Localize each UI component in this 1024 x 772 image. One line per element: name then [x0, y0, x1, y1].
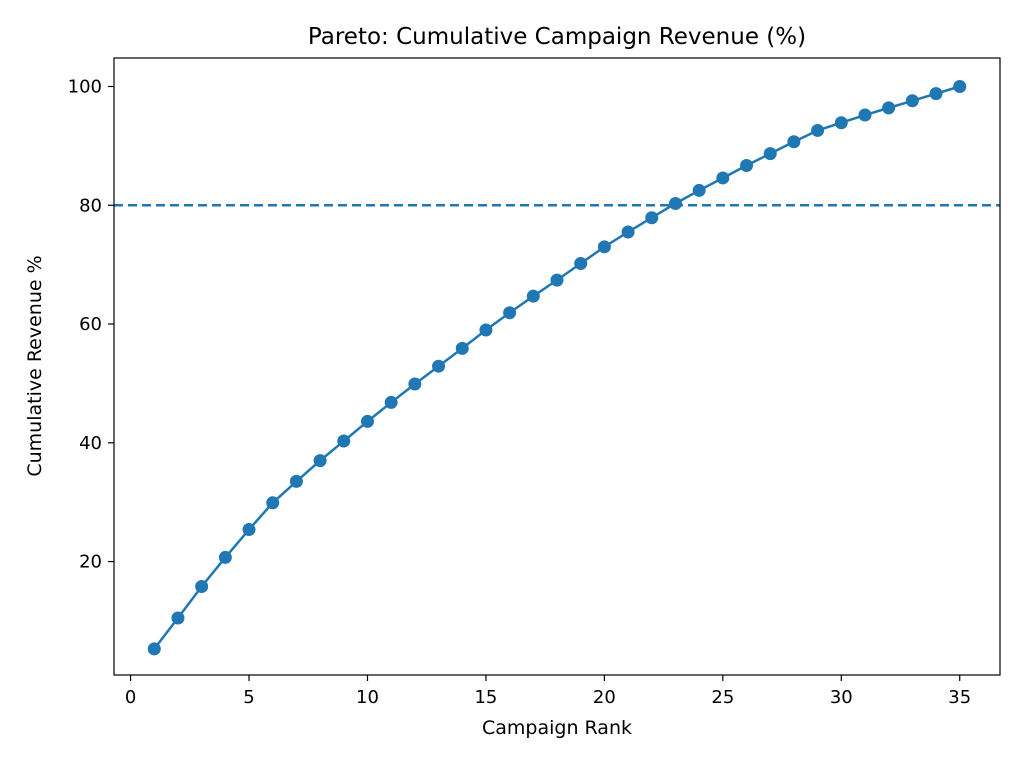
data-point	[526, 289, 540, 303]
y-tick-label: 100	[68, 77, 102, 98]
data-point	[716, 171, 730, 185]
data-point	[455, 341, 469, 355]
y-tick-label: 20	[79, 552, 102, 573]
data-point	[645, 211, 659, 225]
x-tick-label: 0	[125, 687, 136, 708]
data-point	[479, 323, 493, 337]
x-tick-label: 15	[474, 687, 497, 708]
x-tick-label: 10	[356, 687, 379, 708]
data-point	[763, 147, 777, 161]
data-point	[289, 474, 303, 488]
chart-title: Pareto: Cumulative Campaign Revenue (%)	[308, 24, 806, 50]
data-point	[858, 108, 872, 122]
data-point	[503, 306, 517, 320]
data-point	[337, 434, 351, 448]
data-point	[266, 496, 280, 510]
x-tick-label: 25	[711, 687, 734, 708]
data-point	[574, 256, 588, 270]
data-point	[621, 225, 635, 239]
data-point	[668, 196, 682, 210]
x-tick-label: 30	[830, 687, 853, 708]
x-tick-label: 35	[948, 687, 971, 708]
data-point	[811, 123, 825, 137]
data-point	[408, 377, 422, 391]
x-axis-label: Campaign Rank	[482, 717, 632, 739]
data-point	[171, 611, 185, 625]
data-point	[740, 158, 754, 172]
data-point	[834, 116, 848, 130]
data-point	[550, 273, 564, 287]
y-tick-label: 60	[79, 314, 102, 335]
data-point	[432, 359, 446, 373]
data-point	[147, 642, 161, 656]
plot-frame	[113, 57, 1001, 676]
series-line	[153, 85, 961, 650]
data-point	[360, 414, 374, 428]
data-point	[597, 240, 611, 254]
data-point	[692, 183, 706, 197]
data-point	[218, 550, 232, 564]
y-tick-label: 80	[79, 195, 102, 216]
y-tick-label: 40	[79, 433, 102, 454]
data-point	[384, 395, 398, 409]
data-point	[882, 101, 896, 115]
data-point	[313, 454, 327, 468]
data-point	[953, 80, 967, 94]
data-point	[929, 87, 943, 101]
y-axis-label: Cumulative Revenue %	[24, 255, 46, 476]
data-point	[787, 135, 801, 149]
x-tick-label: 20	[593, 687, 616, 708]
data-point	[905, 94, 919, 108]
data-point	[195, 580, 209, 594]
x-tick-label: 5	[243, 687, 254, 708]
data-point	[242, 523, 256, 537]
